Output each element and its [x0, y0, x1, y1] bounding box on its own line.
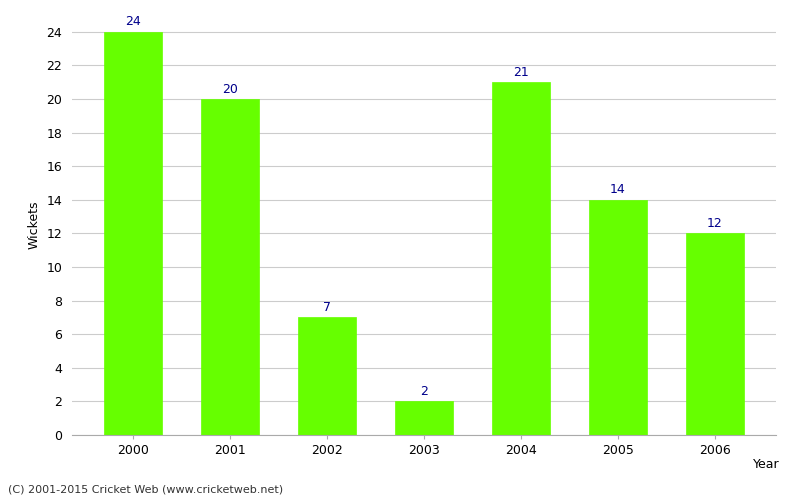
Bar — [298, 318, 356, 435]
Text: 21: 21 — [513, 66, 529, 79]
Text: Year: Year — [754, 458, 780, 470]
Bar — [104, 32, 162, 435]
Text: 24: 24 — [126, 16, 141, 28]
Text: 2: 2 — [420, 385, 428, 398]
Bar — [395, 402, 453, 435]
Bar — [589, 200, 647, 435]
Text: (C) 2001-2015 Cricket Web (www.cricketweb.net): (C) 2001-2015 Cricket Web (www.cricketwe… — [8, 485, 283, 495]
Y-axis label: Wickets: Wickets — [28, 200, 41, 249]
Bar — [686, 234, 744, 435]
Text: 7: 7 — [323, 301, 331, 314]
Text: 12: 12 — [707, 217, 722, 230]
Text: 14: 14 — [610, 184, 626, 196]
Bar — [201, 99, 259, 435]
Bar — [492, 82, 550, 435]
Text: 20: 20 — [222, 82, 238, 96]
